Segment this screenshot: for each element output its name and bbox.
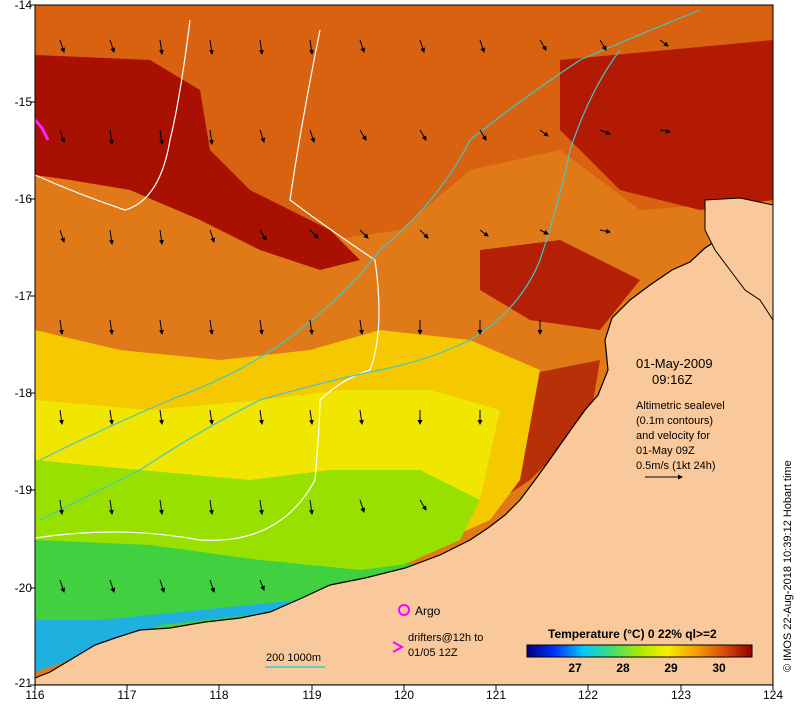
x-tick-label: 124 xyxy=(762,688,784,702)
colorbar-tick: 28 xyxy=(616,661,630,675)
drifter-track xyxy=(35,119,50,141)
land-mass xyxy=(35,214,773,685)
depth-contour-1000 xyxy=(39,9,701,461)
colorbar xyxy=(526,644,753,658)
sealevel-contour-2 xyxy=(35,29,380,541)
colorbar-tick: 30 xyxy=(712,661,726,675)
altimetry-note-line: and velocity for xyxy=(636,430,710,442)
drifters-label: drifters@12h to xyxy=(408,632,484,644)
deep-warm-patch-e xyxy=(480,240,640,330)
argo-symbol xyxy=(398,604,410,616)
colorbar-title: Temperature (°C) 0 22% ql>=2 xyxy=(548,627,717,641)
deep-warm-patch-ne xyxy=(560,40,773,210)
velocity-arrows xyxy=(58,39,671,593)
axis-ticks xyxy=(30,4,774,690)
y-tick-label: -15 xyxy=(14,95,32,109)
x-tick-label: 119 xyxy=(302,688,322,702)
altimetry-note-line: 01-May 09Z xyxy=(636,445,695,457)
colorbar-tick: 29 xyxy=(664,661,678,675)
drifters-label-2: 01/05 12Z xyxy=(408,647,458,659)
y-tick-label: -14 xyxy=(14,0,32,12)
depth-contour-200 xyxy=(39,49,621,521)
deep-warm-patch-west xyxy=(35,55,360,270)
y-tick-label: -19 xyxy=(14,483,32,497)
y-tick-label: -17 xyxy=(14,289,32,303)
y-tick-label: -18 xyxy=(14,386,32,400)
x-tick-label: 118 xyxy=(209,688,229,702)
argo-label: Argo xyxy=(415,604,441,618)
y-tick-label: -16 xyxy=(14,192,32,206)
y-tick-label: -20 xyxy=(14,581,32,595)
x-tick-label: 123 xyxy=(670,688,692,702)
drifter-symbol xyxy=(392,641,405,653)
land-ne-bay xyxy=(704,197,773,321)
x-tick-label: 121 xyxy=(485,688,507,702)
map-time: 09:16Z xyxy=(652,372,693,387)
credit-text: © IMOS 22-Aug-2018 10:39:12 Hobart time xyxy=(782,460,794,672)
altimetry-note-line: (0.1m contours) xyxy=(636,415,714,427)
x-tick-label: 122 xyxy=(577,688,599,702)
x-tick-label: 116 xyxy=(25,688,45,702)
x-tick-label: 120 xyxy=(393,688,415,702)
colorbar-tick: 27 xyxy=(568,661,582,675)
sealevel-contour-1 xyxy=(35,19,191,211)
x-tick-label: 117 xyxy=(117,688,137,702)
y-tick-label: -21 xyxy=(14,676,32,690)
velocity-scale-label: 0.5m/s (1kt 24h) xyxy=(636,460,716,472)
depth-legend-label: 200 1000m xyxy=(266,652,322,664)
altimetry-note-line: Altimetric sealevel xyxy=(636,400,725,412)
map-date: 01-May-2009 xyxy=(636,356,713,371)
